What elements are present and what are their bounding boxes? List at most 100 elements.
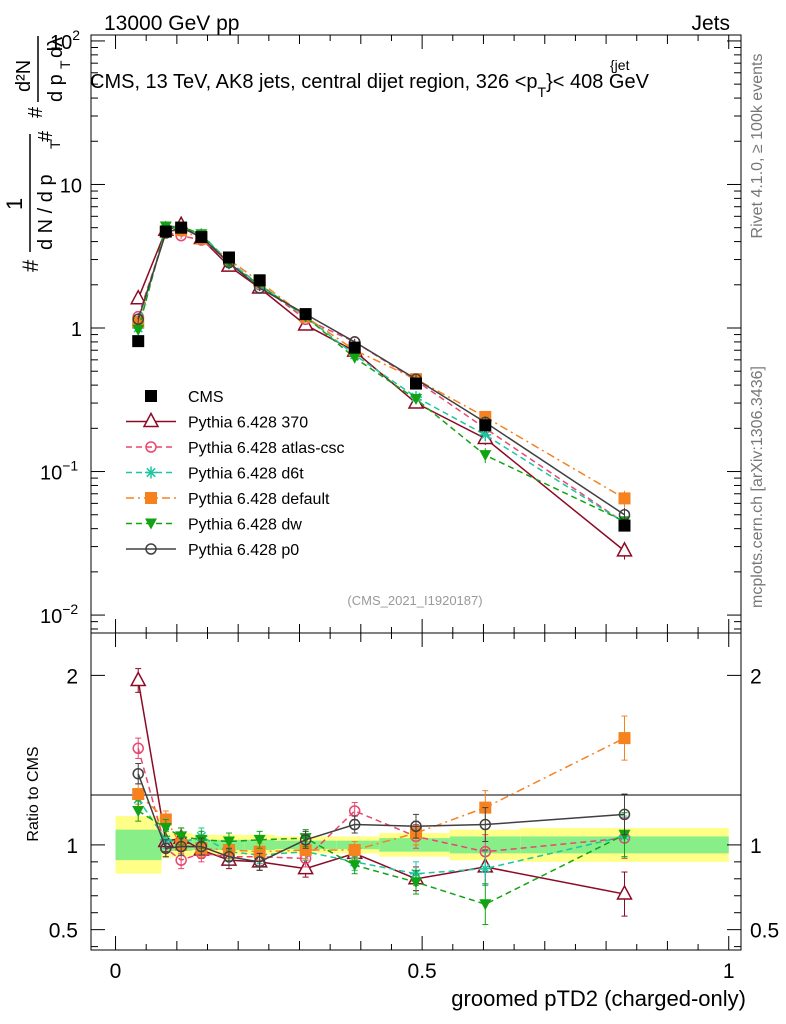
legend-entry-pythia-6-428-dw: Pythia 6.428 dw (126, 517, 302, 534)
ratio-point (160, 842, 172, 855)
star-arm (146, 467, 156, 478)
legend-marker (145, 518, 157, 530)
chart-title-sub: T (538, 84, 547, 100)
data-point (618, 519, 631, 532)
ratio-y-tick-label-right: 1 (750, 835, 762, 858)
legend-entry-pythia-6-428-p0: Pythia 6.428 p0 (126, 542, 299, 559)
chart-title-post: }< 408 GeV (546, 71, 650, 93)
ratio-point (132, 742, 144, 755)
data-point (195, 231, 208, 244)
chart-title-pre: CMS, 13 TeV, AK8 jets, central dijet reg… (90, 71, 538, 93)
legend-entry-pythia-6-428-atlas-csc: Pythia 6.428 atlas-csc (126, 440, 345, 457)
x-tick-label: 0.5 (408, 960, 437, 983)
legend-entry-cms: CMS (145, 389, 224, 406)
ratio-y-tick-label: 2 (66, 665, 78, 688)
ratio-point (348, 843, 361, 856)
ratio-line (137, 798, 625, 875)
main-series-layer (129, 215, 633, 560)
series-cms (132, 221, 631, 532)
ratio-point (618, 808, 631, 821)
ratio-point (129, 670, 147, 687)
legend: CMS Pythia 6.428 370 Pythia 6.428 atlas-cs… (126, 389, 345, 559)
legend-marker (145, 441, 157, 453)
data-point (175, 221, 188, 234)
ratio-point (195, 840, 208, 853)
ratio-point (479, 818, 492, 831)
legend-marker (145, 492, 157, 504)
star-arm (480, 863, 491, 874)
ratio-point (348, 818, 361, 831)
ratio-point (299, 834, 312, 846)
ylabel-hash3: # (25, 106, 47, 118)
data-point (410, 394, 422, 406)
ylabel-hash1: # (18, 259, 43, 272)
tick-exponent: −1 (62, 458, 78, 474)
y-tick-label: 10 (60, 175, 82, 197)
ratio-point (253, 856, 266, 868)
ylabel-denominator-sub: T (47, 140, 63, 149)
series-pythia-6-428-atlas-csc (132, 227, 631, 531)
ylabel-hash2: # (35, 130, 57, 142)
legend-label: Pythia 6.428 p0 (188, 542, 299, 559)
legend-marker (145, 543, 157, 555)
y-tick-label: 102 (50, 27, 80, 54)
ratio-point (159, 822, 172, 834)
main-ticks (91, 35, 741, 633)
ratio-y-tick-label-right: 0.5 (750, 920, 779, 943)
ratio-point (348, 860, 361, 872)
legend-marker (145, 390, 157, 402)
data-point (618, 492, 631, 505)
ratio-series-layer (129, 668, 633, 926)
tick-base: 10 (40, 463, 62, 485)
data-point (222, 251, 235, 264)
series-pythia-6-428-dw (132, 221, 631, 530)
ratio-frame (90, 632, 742, 951)
data-point (348, 352, 361, 364)
x-axis-label: groomed pTD2 (charged-only) (451, 986, 746, 1011)
legend-label: Pythia 6.428 atlas-csc (188, 440, 345, 457)
ratio-ylabel: Ratio to CMS (25, 746, 42, 841)
star-arm (480, 430, 491, 440)
ratio-point (175, 831, 188, 843)
ylabel-dlambda: dλ (45, 37, 67, 58)
legend-label: Pythia 6.428 370 (188, 415, 308, 432)
data-point (479, 450, 492, 462)
x-tick-label: 0 (110, 960, 122, 983)
ratio-point (253, 834, 266, 846)
legend-label: Pythia 6.428 d6t (188, 466, 304, 483)
ylabel-one: 1 (2, 198, 27, 210)
ratio-band-layer (115, 816, 729, 874)
rivet-label: Rivet 4.1.0, ≥ 100k events (749, 54, 766, 239)
tick-base: 10 (40, 606, 62, 628)
data-point (129, 289, 147, 305)
legend-entry-pythia-6-428-default: Pythia 6.428 default (126, 491, 330, 508)
ratio-point (222, 836, 235, 848)
chart-title: CMS, 13 TeV, AK8 jets, central dijet reg… (90, 71, 650, 100)
tick-exponent: 2 (72, 27, 80, 43)
ratio-pythia-6-428-p0 (132, 763, 631, 871)
legend-marker (145, 466, 157, 479)
x-tick-labels: 0 0.5 1 (110, 960, 735, 983)
tick-base: 10 (50, 32, 72, 54)
data-point (410, 377, 422, 390)
ratio-stat-band (115, 829, 162, 861)
ratio-point (223, 851, 235, 863)
ratio-point (132, 788, 145, 801)
ratio-point (175, 840, 187, 853)
chart-title-sup: {jet (610, 57, 630, 73)
ratio-line (137, 680, 625, 895)
ratio-pythia-6-428-370 (129, 668, 633, 917)
legend-label: Pythia 6.428 dw (188, 517, 302, 534)
data-point (132, 313, 144, 326)
tick-exponent: −2 (62, 601, 78, 617)
x-tick-label: 1 (723, 960, 735, 983)
data-point (479, 419, 492, 432)
y-tick-label: 10−2 (40, 601, 78, 628)
header-right: Jets (691, 12, 730, 35)
data-point (159, 225, 172, 238)
ratio-panel: 0.5 0.51 12 2 0 0.5 1 Ratio to CMS groomed pT… (25, 632, 779, 1011)
ratio-ticks (91, 633, 741, 950)
legend-label: Pythia 6.428 default (188, 491, 330, 508)
